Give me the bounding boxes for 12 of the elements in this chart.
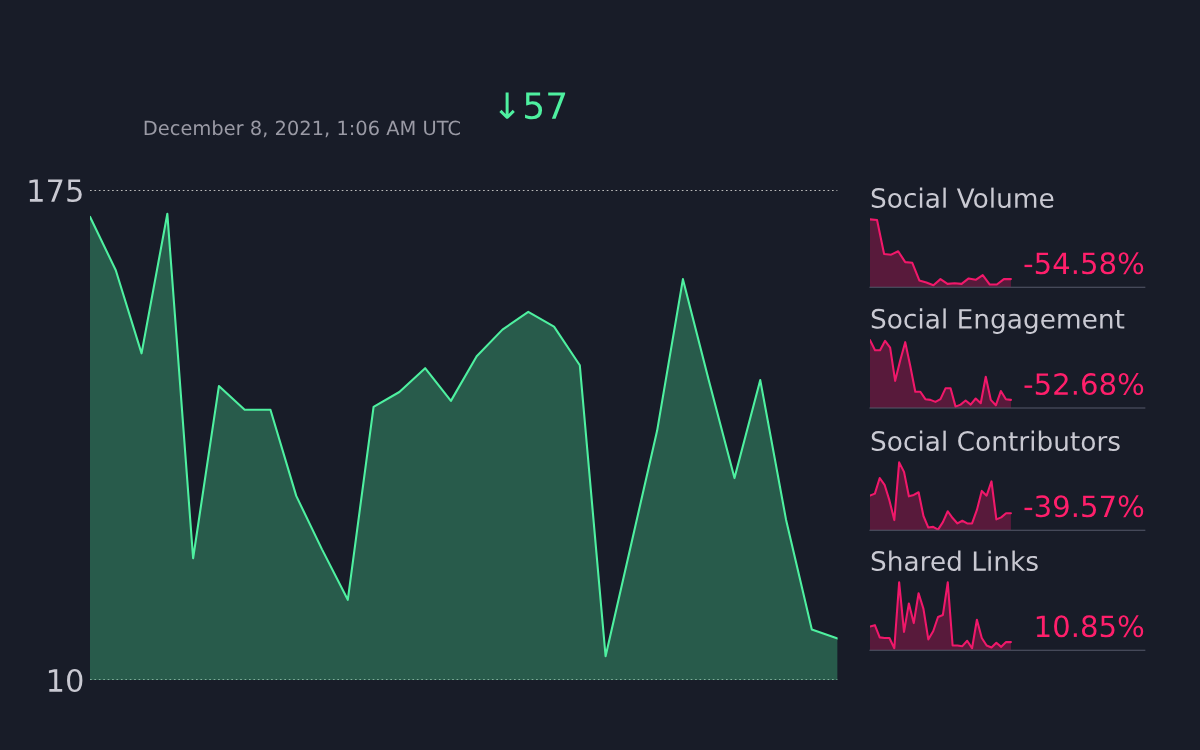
chart-subtitle: December 8, 2021, 1:06 AM UTC bbox=[144, 120, 460, 138]
chart-title: Social Volume bbox=[871, 187, 1054, 209]
text: ↓57 bbox=[499, 92, 566, 120]
chart-title: Social Engagement bbox=[871, 308, 1125, 334]
text: 10.85% bbox=[1036, 615, 1144, 638]
chart-title: Shared Links bbox=[871, 550, 1038, 572]
text: -52.68% bbox=[1024, 373, 1144, 396]
y-tick-label: 10 bbox=[48, 668, 83, 693]
chart-title: Social Contributors bbox=[871, 430, 1120, 452]
text: -54.58% bbox=[1024, 252, 1144, 275]
y-tick-label: 175 bbox=[29, 179, 82, 203]
text: -39.57% bbox=[1024, 495, 1144, 518]
